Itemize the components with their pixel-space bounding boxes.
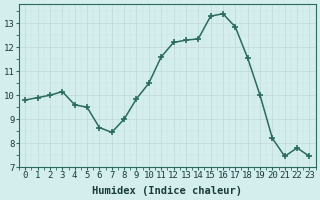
X-axis label: Humidex (Indice chaleur): Humidex (Indice chaleur) (92, 186, 242, 196)
